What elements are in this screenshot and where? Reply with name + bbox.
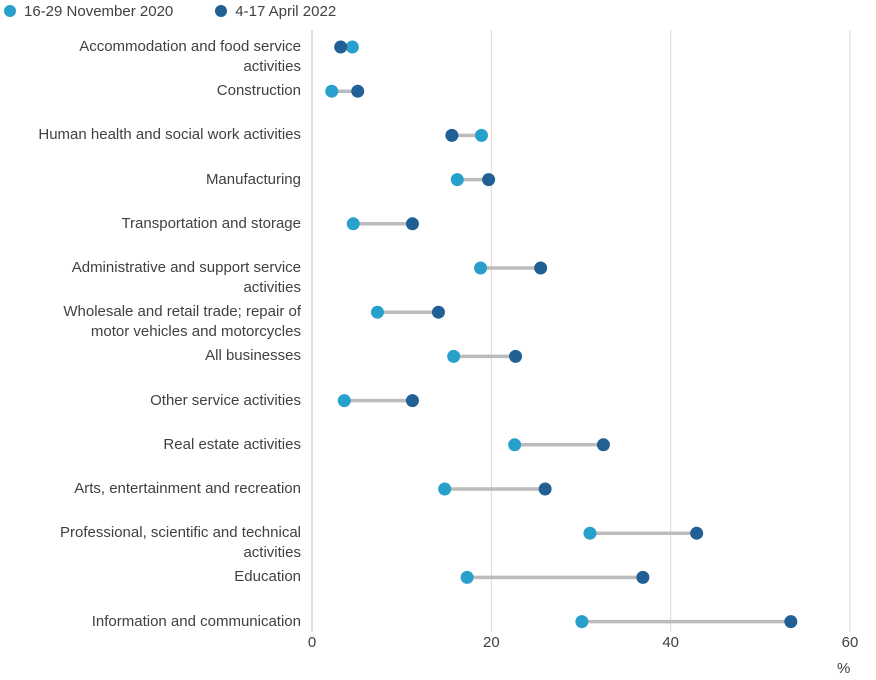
category-label: Administrative and support service activi… (1, 258, 301, 298)
point-nov-2020 (583, 526, 597, 540)
category-label: Professional, scientific and technical ac… (1, 523, 301, 563)
category-label: Manufacturing (1, 170, 301, 190)
category-label-line: Education (234, 568, 301, 586)
category-label-line: Other service activities (150, 391, 301, 409)
point-nov-2020 (346, 217, 360, 231)
category-label-line: All businesses (205, 347, 301, 365)
category-label-line: Manufacturing (205, 170, 301, 188)
category-label: Human health and social work activities (1, 125, 301, 145)
legend-item-nov-2020: 16-29 November 2020 (4, 3, 173, 20)
category-label-line: Information and communication (91, 612, 301, 630)
point-apr-2022 (636, 570, 650, 584)
point-apr-2022 (431, 305, 445, 319)
point-apr-2022 (351, 84, 365, 98)
category-label-line: Transportation and storage (121, 214, 301, 232)
category-label-line: Wholesale and retail trade; repair of (63, 303, 301, 321)
legend-label-nov-2020: 16-29 November 2020 (24, 2, 174, 20)
point-nov-2020 (337, 394, 351, 408)
point-nov-2020 (447, 349, 461, 363)
point-apr-2022 (538, 482, 552, 496)
point-apr-2022 (509, 349, 523, 363)
point-nov-2020 (325, 84, 339, 98)
x-tick-label: 20 (482, 634, 500, 651)
point-nov-2020 (474, 261, 488, 275)
legend: 16-29 November 2020 4-17 April 2022 (4, 1, 378, 21)
point-apr-2022 (596, 438, 610, 452)
point-apr-2022 (334, 40, 348, 54)
point-nov-2020 (474, 128, 488, 142)
point-apr-2022 (405, 217, 419, 231)
legend-item-apr-2022: 4-17 April 2022 (215, 3, 336, 20)
x-tick-label: 0 (307, 634, 317, 651)
point-apr-2022 (690, 526, 704, 540)
point-nov-2020 (438, 482, 452, 496)
category-label-line: Human health and social work activities (38, 126, 301, 144)
x-axis-unit: % (837, 660, 851, 677)
point-apr-2022 (784, 615, 798, 629)
category-label-line: Construction (216, 82, 301, 100)
category-label: Real estate activities (1, 435, 301, 455)
point-apr-2022 (482, 173, 496, 187)
category-label-line: activities (243, 58, 301, 75)
point-nov-2020 (370, 305, 384, 319)
point-nov-2020 (508, 438, 522, 452)
category-label-line: motor vehicles and motorcycles (90, 323, 301, 341)
category-label-line: Accommodation and food service (79, 38, 301, 55)
point-apr-2022 (445, 128, 459, 142)
category-label: Construction (1, 81, 301, 101)
category-label: Information and communication (1, 612, 301, 632)
x-tick-label: 40 (662, 634, 679, 651)
category-label: All businesses (1, 346, 301, 366)
legend-label-apr-2022: 4-17 April 2022 (235, 2, 337, 20)
point-nov-2020 (460, 570, 474, 584)
point-apr-2022 (405, 394, 419, 408)
category-label-line: activities (243, 279, 301, 296)
category-label: Transportation and storage (1, 214, 301, 234)
point-apr-2022 (534, 261, 548, 275)
category-label: Other service activities (1, 391, 301, 411)
category-label: Education (1, 567, 301, 587)
x-tick-label: 60 (841, 634, 859, 651)
point-nov-2020 (575, 615, 589, 629)
legend-marker-apr-2022 (215, 5, 228, 17)
legend-marker-nov-2020 (4, 5, 16, 17)
category-label-line: Administrative and support service (71, 259, 301, 276)
category-label-line: activities (243, 544, 301, 562)
category-label-line: Arts, entertainment and recreation (74, 480, 301, 497)
category-label: Wholesale and retail trade; repair of mot… (1, 302, 301, 342)
category-label-line: Professional, scientific and technical (60, 524, 301, 542)
point-nov-2020 (450, 173, 464, 187)
category-label: Accommodation and food service activities (1, 37, 301, 77)
point-nov-2020 (345, 40, 359, 54)
category-label-line: Real estate activities (163, 435, 301, 453)
category-label: Arts, entertainment and recreation (1, 479, 301, 499)
